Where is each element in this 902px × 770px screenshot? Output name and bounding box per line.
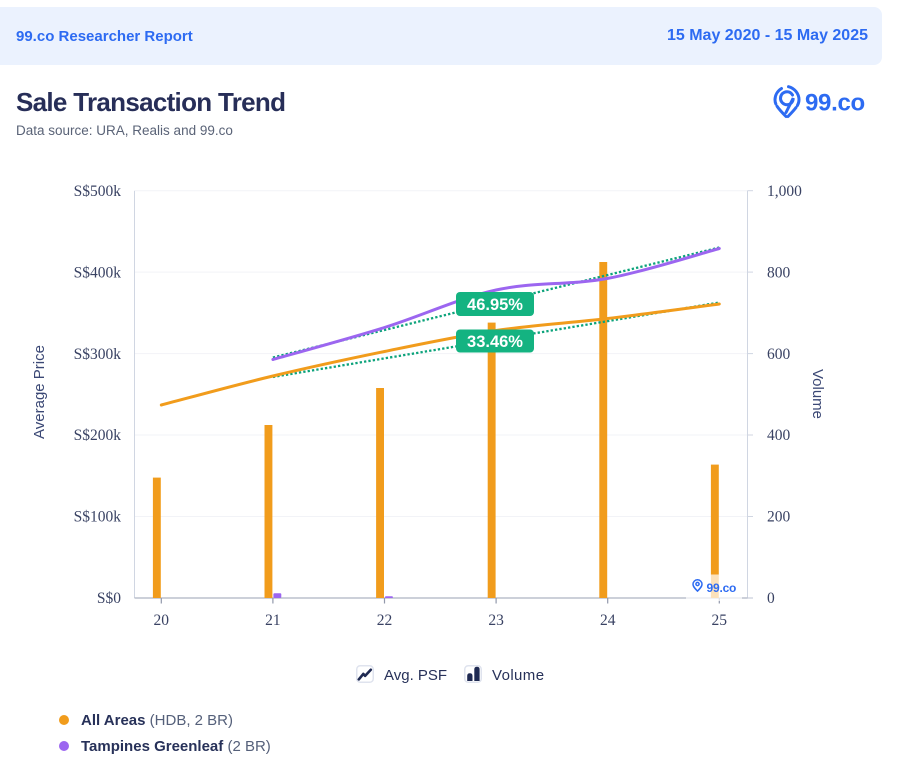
svg-text:46.95%: 46.95% xyxy=(467,296,523,314)
svg-text:20: 20 xyxy=(154,612,170,629)
svg-text:S$200k: S$200k xyxy=(74,427,122,444)
svg-text:99.co: 99.co xyxy=(805,90,865,117)
svg-text:S$0: S$0 xyxy=(97,590,121,607)
svg-text:25: 25 xyxy=(712,612,728,629)
svg-text:Volume: Volume xyxy=(809,369,826,419)
svg-text:S$300k: S$300k xyxy=(74,346,122,363)
svg-text:S$500k: S$500k xyxy=(74,183,122,200)
svg-text:33.46%: 33.46% xyxy=(467,333,523,351)
svg-text:21: 21 xyxy=(265,612,281,629)
svg-text:24: 24 xyxy=(600,612,616,629)
svg-text:800: 800 xyxy=(767,264,791,281)
svg-text:600: 600 xyxy=(767,346,791,363)
svg-text:S$400k: S$400k xyxy=(74,264,122,281)
svg-text:99.co: 99.co xyxy=(707,581,737,595)
svg-text:1,000: 1,000 xyxy=(767,183,802,200)
svg-text:200: 200 xyxy=(767,509,791,526)
svg-text:22: 22 xyxy=(377,612,393,629)
svg-text:400: 400 xyxy=(767,427,791,444)
svg-text:0: 0 xyxy=(767,590,775,607)
svg-text:Average Price: Average Price xyxy=(31,345,48,439)
svg-text:23: 23 xyxy=(488,612,504,629)
svg-text:S$100k: S$100k xyxy=(74,509,122,526)
